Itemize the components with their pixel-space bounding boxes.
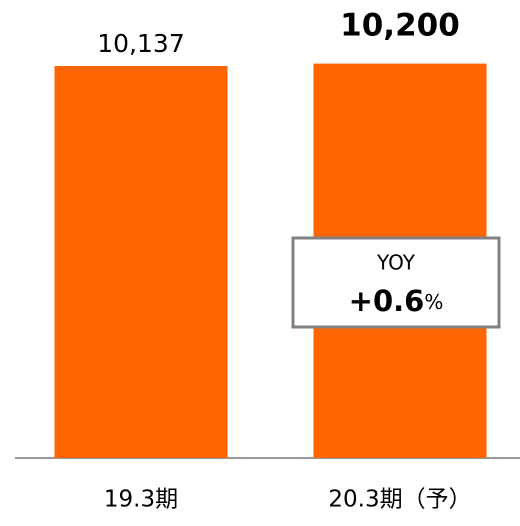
x-tick-label: 20.3期（予） [328,487,471,513]
x-tick-label: 19.3期 [104,487,178,513]
annotation-unit: % [424,290,443,314]
value-label: 10,137 [97,29,184,58]
bar [54,66,228,458]
value-label: 10,200 [340,8,460,44]
annotation-title: YOY [376,251,416,275]
annotation-number: +0.6 [349,284,425,318]
annotation-box [291,236,501,329]
annotation-value: +0.6% [349,284,444,318]
